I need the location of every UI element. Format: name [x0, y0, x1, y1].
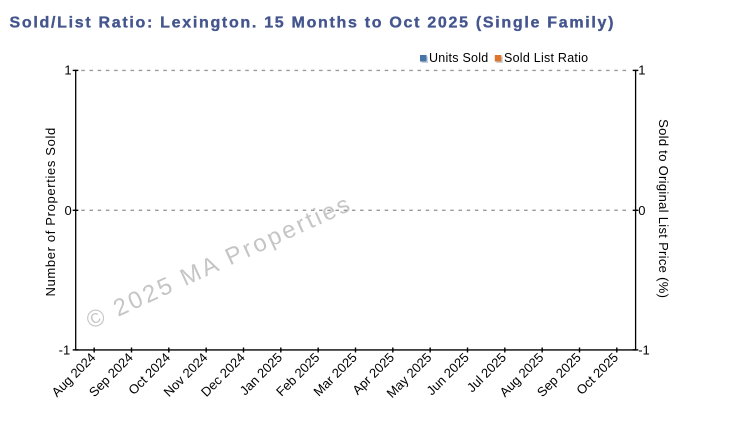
svg-text:Sold/List Ratio: Lexington. 15: Sold/List Ratio: Lexington. 15 Months to… [10, 15, 616, 32]
svg-text:0: 0 [638, 203, 645, 218]
svg-text:Sold to Original List Price (%: Sold to Original List Price (%) [656, 119, 671, 298]
svg-text:Units Sold: Units Sold [429, 51, 488, 65]
svg-text:Sold List Ratio: Sold List Ratio [504, 51, 588, 65]
svg-text:-1: -1 [638, 342, 650, 357]
svg-text:1: 1 [638, 62, 645, 77]
svg-text:Number of Properties Sold: Number of Properties Sold [43, 127, 58, 296]
svg-text:1: 1 [64, 62, 71, 77]
svg-text:-1: -1 [59, 342, 71, 357]
svg-text:0: 0 [64, 203, 71, 218]
